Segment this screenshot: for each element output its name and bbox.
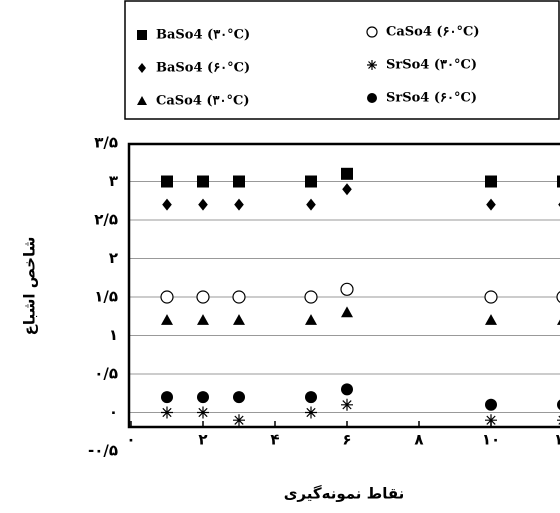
- y-axis-title: شاخص اشباع: [21, 237, 39, 336]
- marker-diamond: [306, 198, 316, 211]
- marker-circle: [233, 391, 245, 404]
- marker-triangle: [197, 314, 209, 325]
- x-tick-label: ۶: [342, 431, 351, 449]
- marker-square: [137, 30, 147, 40]
- plot-area: [129, 167, 560, 427]
- marker-square: [161, 175, 173, 188]
- y-tick-label: ۰/۵: [94, 365, 118, 383]
- marker-circle-open: [556, 291, 560, 303]
- marker-square: [197, 175, 209, 188]
- marker-square: [341, 167, 353, 180]
- x-tick-label: ۱۰: [482, 431, 500, 449]
- marker-diamond: [342, 183, 352, 196]
- marker-circle-open: [232, 290, 246, 304]
- marker-diamond: [486, 198, 496, 211]
- marker-square: [305, 175, 317, 188]
- marker-asterisk: [233, 414, 245, 427]
- legend-label: BaSo4 (۳۰°C): [156, 28, 250, 43]
- plot-frame: [127, 142, 560, 429]
- marker-circle: [485, 398, 497, 411]
- marker-circle: [367, 93, 377, 103]
- legend-label: CaSo4 (۳۰°C): [156, 94, 250, 109]
- y-tick-label: ۰: [109, 403, 118, 421]
- x-tick-label: ۸: [414, 431, 423, 449]
- marker-asterisk: [161, 406, 173, 419]
- legend-label: BaSo4 (۶۰°C): [156, 61, 250, 76]
- marker-square: [233, 175, 245, 188]
- legend-label: SrSo4 (۳۰°C): [386, 58, 477, 73]
- marker-asterisk: [305, 406, 317, 419]
- marker-circle-open: [366, 26, 378, 38]
- marker-circle-open: [160, 290, 174, 304]
- y-tick-label: ۲: [109, 249, 118, 267]
- y-tick-label: ۱: [109, 326, 118, 344]
- marker-circle: [161, 391, 173, 404]
- x-tick-label: ۲: [198, 431, 207, 449]
- marker-diamond: [198, 198, 208, 211]
- marker-asterisk: [341, 398, 353, 411]
- marker-triangle: [485, 314, 497, 325]
- legend-label: SrSo4 (۶۰°C): [386, 91, 477, 106]
- x-tick-label: ۰: [126, 431, 135, 449]
- marker-circle: [305, 391, 317, 404]
- marker-circle: [341, 383, 353, 396]
- marker-circle-open: [304, 290, 318, 304]
- x-axis-title: نقاط نمونه‌گیری: [284, 485, 405, 503]
- marker-diamond: [234, 198, 244, 211]
- marker-triangle: [557, 319, 560, 325]
- y-tick-label: ۳: [109, 172, 118, 190]
- marker-circle: [557, 399, 560, 410]
- marker-circle-open: [484, 290, 498, 304]
- marker-triangle: [161, 314, 173, 325]
- marker-circle-open: [340, 282, 354, 296]
- marker-asterisk: [367, 60, 377, 70]
- marker-triangle: [305, 314, 317, 325]
- marker-circle-open: [196, 290, 210, 304]
- marker-circle: [197, 391, 209, 404]
- marker-asterisk: [485, 414, 497, 427]
- y-tick-label: ۲/۵: [94, 211, 118, 229]
- marker-triangle: [341, 306, 353, 318]
- marker-asterisk: [197, 406, 209, 419]
- marker-diamond: [162, 198, 172, 211]
- legend-box: [124, 0, 560, 120]
- x-tick-label: ۴: [270, 431, 279, 449]
- y-tick-label: ۱/۵: [94, 288, 118, 306]
- marker-square: [557, 175, 560, 188]
- marker-triangle: [137, 96, 147, 105]
- legend-label: CaSo4 (۶۰°C): [386, 25, 480, 40]
- marker-triangle: [233, 314, 245, 325]
- y-tick-label: ۳/۵: [94, 134, 118, 152]
- x-tick-label: ۱۲: [554, 431, 560, 449]
- marker-square: [485, 175, 497, 188]
- y-tick-label: -۰/۵: [88, 442, 118, 460]
- marker-diamond: [138, 63, 146, 73]
